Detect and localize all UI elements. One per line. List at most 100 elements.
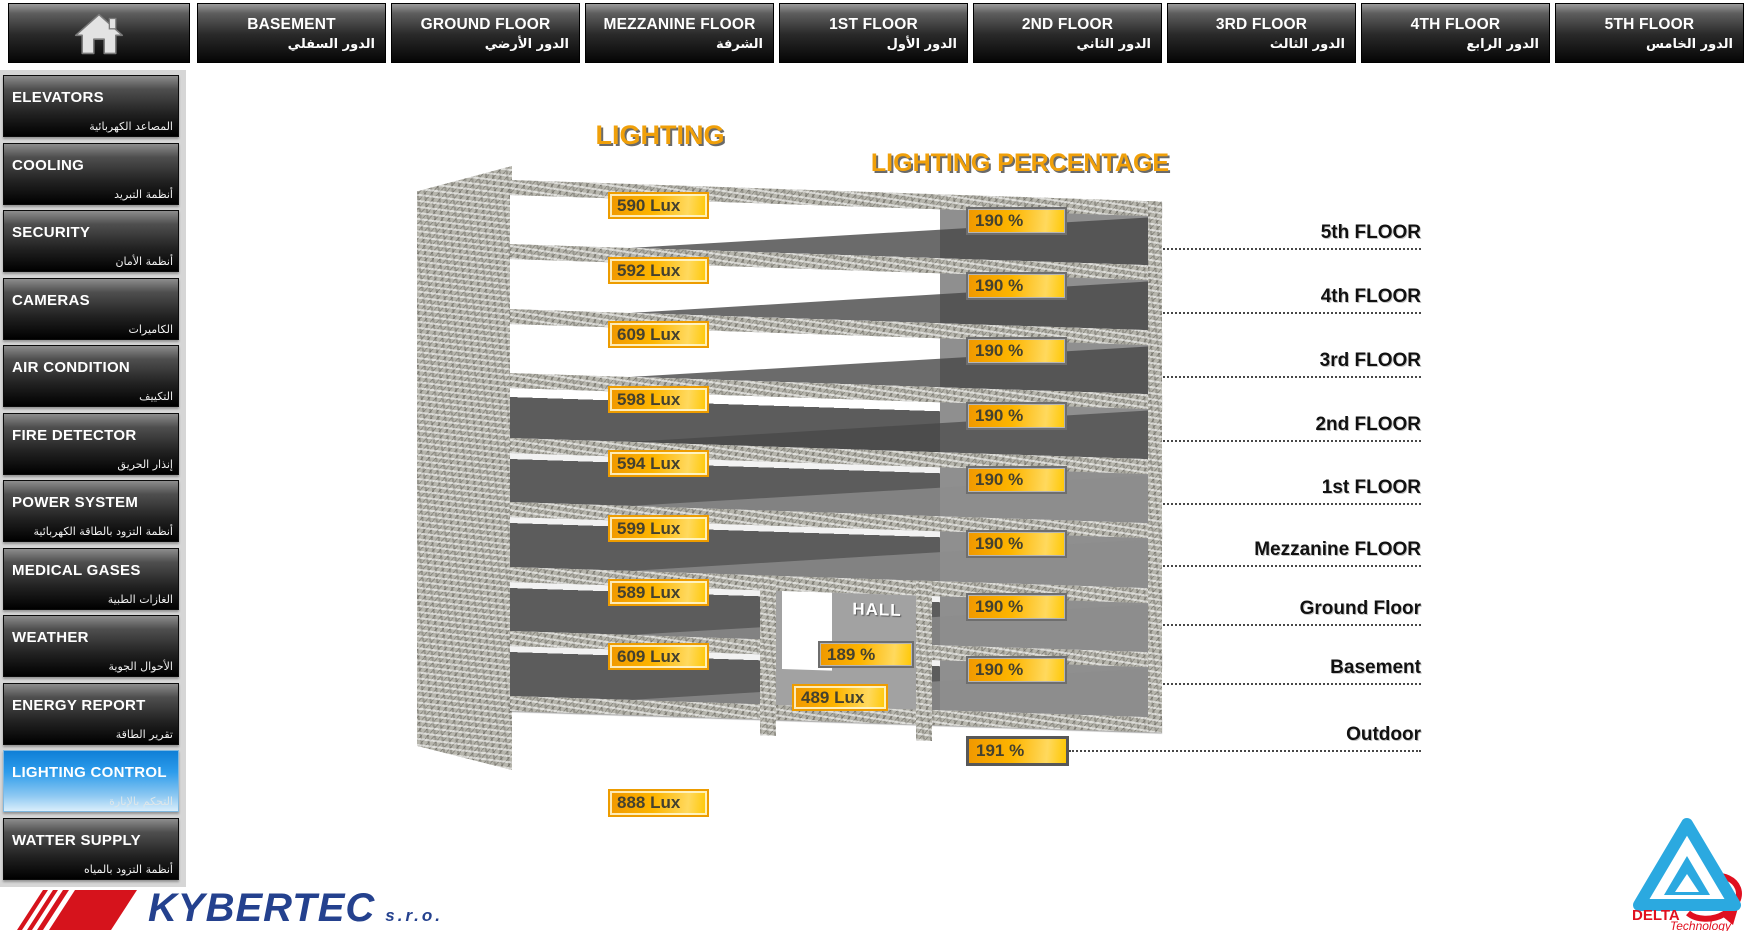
nav-button-ground-floor[interactable]: GROUND FLOOR الدور الأرضي bbox=[391, 3, 580, 63]
sidebar-item-cameras[interactable]: CAMERAS الكاميرات bbox=[3, 278, 179, 340]
sidebar-item-watter-supply[interactable]: WATTER SUPPLY أنظمة التزود بالمياه bbox=[3, 818, 179, 880]
nav-button-1st-floor[interactable]: 1ST FLOOR الدور الأول bbox=[779, 3, 968, 63]
sidebar-item-security[interactable]: SECURITY أنظمة الأمان bbox=[3, 210, 179, 272]
sidebar-item-cooling[interactable]: COOLING أنظمة التبريد bbox=[3, 143, 179, 205]
delta-technology-logo: DELTA Technology bbox=[1632, 818, 1742, 931]
nav-button-2nd-floor[interactable]: 2ND FLOOR الدور الثاني bbox=[973, 3, 1162, 63]
lighting-title: LIGHTING bbox=[595, 120, 725, 150]
nav-label-arabic: الشرفة bbox=[715, 37, 763, 52]
lux-box-basement: 609 Lux bbox=[608, 643, 709, 670]
sidebar-item-elevators[interactable]: ELEVATORS المصاعد الكهربائية bbox=[3, 75, 179, 137]
nav-button-basement[interactable]: BASEMENT الدور السفلي bbox=[197, 3, 386, 63]
pct-box-3rd-floor: 190 % bbox=[966, 337, 1067, 365]
sidebar-label-arabic: الغازات الطبية bbox=[107, 593, 173, 606]
home-icon bbox=[74, 13, 124, 55]
nav-label: 1ST FLOOR bbox=[829, 16, 918, 33]
floor-label-4th: 4th FLOOR bbox=[1320, 286, 1421, 307]
sidebar-label-arabic: المصاعد الكهربائية bbox=[89, 120, 173, 133]
sidebar-label-arabic: أنظمة التبريد bbox=[114, 188, 173, 201]
pct-box-outdoor: 191 % bbox=[966, 736, 1069, 766]
leader-line bbox=[1163, 248, 1421, 250]
nav-button-4th-floor[interactable]: 4TH FLOOR الدور الرابع bbox=[1361, 3, 1550, 63]
nav-label-arabic: الدور الثالث bbox=[1269, 37, 1345, 52]
sidebar-label: AIR CONDITION bbox=[12, 359, 131, 376]
pct-box-ground-floor: 190 % bbox=[966, 593, 1067, 621]
nav-label-arabic: الدور الخامس bbox=[1646, 37, 1733, 52]
sidebar-label-arabic: التكييف bbox=[139, 390, 173, 403]
leader-line bbox=[1163, 503, 1421, 505]
sidebar-label: ELEVATORS bbox=[12, 89, 104, 106]
nav-label-arabic: الدور السفلي bbox=[287, 37, 375, 52]
sidebar-label: POWER SYSTEM bbox=[12, 494, 139, 511]
floor-label-ground: Ground Floor bbox=[1299, 598, 1421, 619]
leader-line bbox=[1163, 565, 1421, 567]
nav-label-arabic: الدور الأرضي bbox=[484, 37, 569, 52]
sidebar-label-arabic: التحكم بالإنارة bbox=[109, 795, 173, 808]
nav-label: 3RD FLOOR bbox=[1215, 16, 1308, 33]
sidebar-label-arabic: أنظمة الأمان bbox=[115, 255, 173, 268]
building-right-wall bbox=[1148, 201, 1162, 733]
lux-box-hall: 489 Lux bbox=[792, 684, 888, 711]
nav-button-mezzanine-floor[interactable]: MEZZANINE FLOOR الشرفة bbox=[585, 3, 774, 63]
nav-label: 5TH FLOOR bbox=[1604, 16, 1695, 33]
leader-line bbox=[1163, 440, 1421, 442]
sidebar-item-fire-detector[interactable]: FIRE DETECTOR إنذار الحريق bbox=[3, 413, 179, 475]
nav-home-button[interactable] bbox=[8, 3, 190, 63]
hall-column-right bbox=[916, 580, 932, 741]
building-left-wall bbox=[417, 166, 512, 770]
sidebar-label-arabic: أنظمة التزود بالطاقة الكهربائية bbox=[33, 525, 173, 538]
lighting-percentage-title: LIGHTING PERCENTAGE bbox=[870, 149, 1170, 177]
sidebar-label-arabic: إنذار الحريق bbox=[117, 458, 173, 471]
lux-box-ground-floor: 589 Lux bbox=[608, 579, 709, 606]
lux-box-5th-floor: 590 Lux bbox=[608, 192, 709, 219]
floor-label-basement: Basement bbox=[1330, 657, 1421, 678]
sidebar-item-power-system[interactable]: POWER SYSTEM أنظمة التزود بالطاقة الكهرب… bbox=[3, 480, 179, 542]
sidebar-label: LIGHTING CONTROL bbox=[12, 764, 167, 781]
nav-label: 4TH FLOOR bbox=[1410, 16, 1501, 33]
sidebar-item-air-condition[interactable]: AIR CONDITION التكييف bbox=[3, 345, 179, 407]
sidebar-label: MEDICAL GASES bbox=[12, 562, 141, 579]
leader-line bbox=[1163, 683, 1421, 685]
sidebar-label: FIRE DETECTOR bbox=[12, 427, 137, 444]
sidebar-label: COOLING bbox=[12, 157, 85, 174]
leader-line bbox=[1069, 750, 1421, 752]
nav-label-arabic: الدور الثاني bbox=[1076, 37, 1152, 52]
floor-label-5th: 5th FLOOR bbox=[1320, 222, 1421, 243]
lux-box-1st-floor: 594 Lux bbox=[608, 450, 709, 477]
lux-box-2nd-floor: 598 Lux bbox=[608, 386, 709, 413]
hall-column-left bbox=[760, 575, 776, 736]
lux-box-outdoor: 888 Lux bbox=[608, 789, 709, 817]
floor-label-3rd: 3rd FLOOR bbox=[1319, 350, 1421, 371]
leader-line bbox=[1163, 624, 1421, 626]
sidebar-item-medical-gases[interactable]: MEDICAL GASES الغازات الطبية bbox=[3, 548, 179, 610]
lux-box-mezzanine: 599 Lux bbox=[608, 515, 709, 542]
sidebar-label: WEATHER bbox=[12, 629, 89, 646]
kybertec-name: KYBERTEC bbox=[148, 886, 376, 930]
floor-label-mezzanine: Mezzanine FLOOR bbox=[1254, 539, 1421, 560]
sidebar-item-energy-report[interactable]: ENERGY REPORT تقرير الطاقة bbox=[3, 683, 179, 745]
pct-box-basement: 190 % bbox=[966, 656, 1067, 684]
pct-box-2nd-floor: 190 % bbox=[966, 402, 1067, 430]
sidebar-label-arabic: تقرير الطاقة bbox=[115, 728, 173, 741]
nav-button-3rd-floor[interactable]: 3RD FLOOR الدور الثالث bbox=[1167, 3, 1356, 63]
pct-box-5th-floor: 190 % bbox=[966, 207, 1067, 235]
nav-label-arabic: الدور الأول bbox=[886, 37, 957, 52]
sidebar-label-arabic: الأحوال الجوية bbox=[108, 660, 173, 673]
sidebar-item-lighting-control[interactable]: LIGHTING CONTROL التحكم بالإنارة bbox=[3, 750, 179, 812]
sidebar-label: CAMERAS bbox=[12, 292, 90, 309]
sidebar-item-weather[interactable]: WEATHER الأحوال الجوية bbox=[3, 615, 179, 677]
pct-box-hall: 189 % bbox=[818, 641, 914, 668]
delta-name: DELTA bbox=[1632, 907, 1680, 924]
pct-box-4th-floor: 190 % bbox=[966, 272, 1067, 300]
floor-label-1st: 1st FLOOR bbox=[1321, 477, 1421, 498]
sidebar-label-arabic: الكاميرات bbox=[128, 323, 173, 336]
nav-label: BASEMENT bbox=[247, 16, 336, 33]
nav-label: MEZZANINE FLOOR bbox=[603, 16, 756, 33]
lux-box-3rd-floor: 609 Lux bbox=[608, 321, 709, 348]
sidebar-label: SECURITY bbox=[12, 224, 91, 241]
hall-label: HALL bbox=[852, 599, 902, 620]
leader-line bbox=[1163, 376, 1421, 378]
lux-box-4th-floor: 592 Lux bbox=[608, 257, 709, 284]
nav-button-5th-floor[interactable]: 5TH FLOOR الدور الخامس bbox=[1555, 3, 1744, 63]
